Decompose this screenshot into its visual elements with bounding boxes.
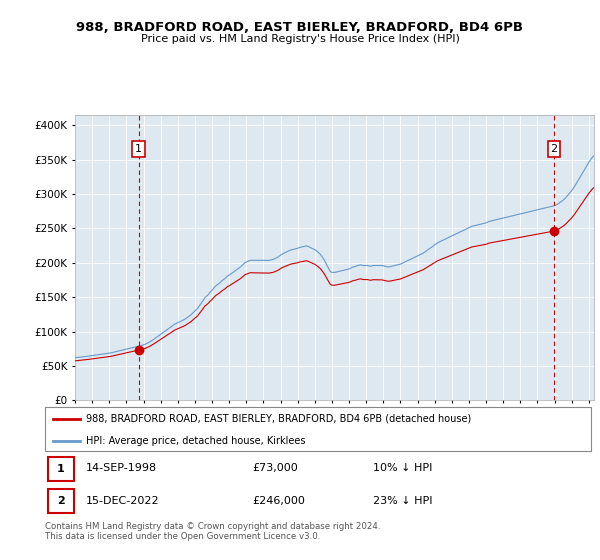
Bar — [48, 489, 74, 514]
Bar — [48, 457, 74, 481]
Text: 2: 2 — [57, 496, 65, 506]
Text: 15-DEC-2022: 15-DEC-2022 — [86, 496, 160, 506]
Text: Contains HM Land Registry data © Crown copyright and database right 2024.
This d: Contains HM Land Registry data © Crown c… — [45, 522, 380, 542]
Text: 23% ↓ HPI: 23% ↓ HPI — [373, 496, 432, 506]
Text: 1: 1 — [57, 464, 65, 474]
Text: £246,000: £246,000 — [253, 496, 305, 506]
Text: HPI: Average price, detached house, Kirklees: HPI: Average price, detached house, Kirk… — [86, 436, 305, 446]
Text: 1: 1 — [135, 144, 142, 154]
Text: 988, BRADFORD ROAD, EAST BIERLEY, BRADFORD, BD4 6PB: 988, BRADFORD ROAD, EAST BIERLEY, BRADFO… — [77, 21, 523, 34]
Text: 10% ↓ HPI: 10% ↓ HPI — [373, 464, 432, 473]
Text: 14-SEP-1998: 14-SEP-1998 — [86, 464, 157, 473]
Text: Price paid vs. HM Land Registry's House Price Index (HPI): Price paid vs. HM Land Registry's House … — [140, 34, 460, 44]
Text: 2: 2 — [550, 144, 557, 154]
Text: 988, BRADFORD ROAD, EAST BIERLEY, BRADFORD, BD4 6PB (detached house): 988, BRADFORD ROAD, EAST BIERLEY, BRADFO… — [86, 414, 471, 424]
Text: £73,000: £73,000 — [253, 464, 298, 473]
